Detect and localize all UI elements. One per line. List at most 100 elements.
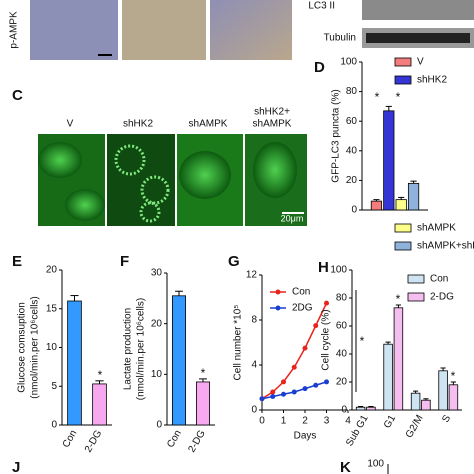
blot-label: LC3 II <box>308 1 335 12</box>
legend-marker <box>275 305 281 311</box>
legend-swatch <box>394 241 412 251</box>
legend-swatch <box>407 292 425 302</box>
significance: * <box>396 292 401 306</box>
y-tick-label: 80 <box>346 86 358 97</box>
y-tick-label: 0 <box>341 405 347 416</box>
scale-bar: 20μm <box>281 213 304 223</box>
y-axis-label: Glucose comsuption <box>17 302 28 393</box>
x-tick-label: Con <box>61 428 80 449</box>
image-label: shHK2+ <box>254 107 290 118</box>
bar <box>407 182 420 211</box>
bar <box>195 381 210 426</box>
bar <box>171 295 186 426</box>
image-label: shAMPK <box>253 119 292 130</box>
y-tick-label: 60 <box>336 321 348 332</box>
panel-label: C <box>12 87 23 104</box>
blot <box>362 0 474 48</box>
y-tick-label: 12 <box>246 270 258 281</box>
x-tick-label: S <box>440 413 453 425</box>
marker <box>270 389 276 395</box>
y-tick-label: 40 <box>346 145 358 156</box>
y-tick-label: 100 <box>340 57 357 68</box>
y-tick-label: 40 <box>336 349 348 360</box>
y-tick-label: 20 <box>151 318 163 329</box>
x-tick-label: 1 <box>281 416 287 427</box>
y-tick-label: 0 <box>156 420 162 431</box>
legend-swatch <box>407 274 425 284</box>
y-tick-label: 20 <box>46 265 58 276</box>
x-axis-label: Days <box>294 431 317 442</box>
marker <box>313 382 319 388</box>
significance: * <box>201 366 206 380</box>
y-tick-label: 20 <box>346 175 358 186</box>
marker <box>259 396 265 402</box>
y-tick-label: 30 <box>151 268 163 279</box>
y-tick-label: 10 <box>151 369 163 380</box>
y-tick-label: 0 <box>351 205 357 216</box>
image-label: shHK2 <box>123 119 153 130</box>
y-axis-label: GFP-LC3 puncta (%) <box>331 89 342 182</box>
y-tick-label: 60 <box>346 116 358 127</box>
marker <box>291 364 297 370</box>
y-tick-label: 4 <box>251 360 257 371</box>
x-tick-label: G1 <box>382 413 398 430</box>
stain-images <box>30 0 292 60</box>
legend-swatch <box>394 223 412 233</box>
legend-label: Con <box>292 287 310 298</box>
stain-label: p-AMPK <box>9 11 20 49</box>
bar <box>395 199 407 211</box>
bar <box>448 384 459 411</box>
panel-label: E <box>12 253 22 270</box>
legend-label: V <box>417 57 424 68</box>
x-tick-label: 4 <box>345 416 351 427</box>
y-axis-label: Cell number *10⁵ <box>233 305 244 381</box>
legend-label: shAMPK <box>417 223 456 234</box>
bar <box>67 300 82 426</box>
bar <box>383 110 395 211</box>
marker <box>281 379 286 385</box>
legend-swatch <box>394 57 412 67</box>
image-label: V <box>67 119 74 130</box>
marker <box>270 394 276 399</box>
marker <box>302 345 308 351</box>
y-tick-label: 100 <box>330 265 347 276</box>
bar <box>370 200 383 211</box>
legend-label: 2DG <box>292 303 313 314</box>
y-axis-label: (nmol/min.per 10⁶cells) <box>30 296 41 398</box>
panel-label: K <box>340 459 351 474</box>
bar <box>92 383 107 426</box>
y-tick-label: 5 <box>51 381 57 392</box>
bar <box>355 406 366 411</box>
y-axis-label: Lactate production <box>123 308 134 390</box>
significance: * <box>375 90 380 104</box>
bar <box>366 406 376 411</box>
image-label: shAMPK <box>189 119 228 130</box>
panel-label: F <box>120 253 129 270</box>
marker <box>281 391 286 397</box>
bar <box>383 343 393 411</box>
x-tick-label: 2-DG <box>186 428 208 454</box>
panel-label: G <box>228 253 240 270</box>
y-tick-label: 80 <box>336 293 348 304</box>
panel-label: H <box>318 259 329 276</box>
y-axis-label: Cell cycle (%) <box>321 309 332 370</box>
significance: * <box>98 368 103 382</box>
significance: * <box>396 90 401 104</box>
legend-label: Con <box>430 274 448 285</box>
bar <box>438 370 448 411</box>
panel-label: D <box>314 59 325 76</box>
bar <box>393 307 404 411</box>
y-tick-label: 10 <box>46 342 58 353</box>
panel-label: J <box>12 459 20 474</box>
y-tick-label: 8 <box>251 315 257 326</box>
marker <box>313 323 319 329</box>
marker <box>324 379 329 385</box>
legend-label: shAMPK+shHK2 <box>417 241 474 252</box>
x-tick-label: 0 <box>259 416 265 427</box>
y-tick-label: 15 <box>46 303 58 314</box>
y-axis-label: (nmol/min.per 10⁶cells) <box>136 298 147 400</box>
legend-swatch <box>394 75 412 85</box>
legend-label: shHK2 <box>417 75 447 86</box>
x-tick-label: Con <box>165 428 184 449</box>
